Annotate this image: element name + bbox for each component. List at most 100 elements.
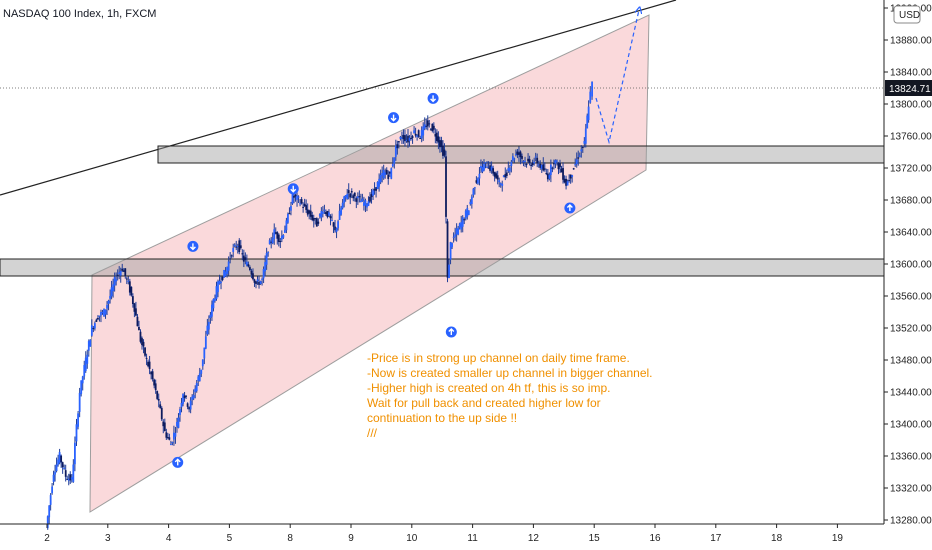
arrow-down-icon <box>388 112 400 124</box>
candle-body <box>280 235 283 240</box>
candle-body <box>186 403 189 407</box>
candle-body <box>521 156 523 159</box>
candle-body <box>317 221 320 224</box>
candle-body <box>279 241 282 243</box>
candle-body <box>185 395 187 397</box>
candle-body <box>224 271 227 277</box>
candle-body <box>372 190 374 196</box>
candle-body <box>352 195 355 199</box>
y-tick-label: 13520.00 <box>890 324 932 335</box>
candle-body <box>189 400 192 410</box>
candle-body <box>57 459 59 465</box>
candle-body <box>150 371 153 375</box>
candle-body <box>127 280 130 282</box>
candle-body <box>227 261 230 271</box>
candle-body <box>118 272 121 274</box>
price-axis[interactable]: 13920.0013880.0013840.0013800.0013760.00… <box>883 0 932 527</box>
candle-body <box>288 213 291 215</box>
candle-body <box>226 267 229 274</box>
candle-body <box>537 164 540 166</box>
projected-path <box>595 10 639 145</box>
candle-body <box>100 312 102 316</box>
candle-body <box>475 180 478 183</box>
candle-body <box>346 193 349 199</box>
current-price-value: 13824.71 <box>889 84 931 95</box>
candle-body <box>426 120 429 127</box>
candle-body <box>399 136 402 139</box>
candle-body <box>396 144 399 149</box>
x-tick-label: 17 <box>710 533 722 544</box>
candle-body <box>293 195 295 198</box>
candle-body <box>463 219 466 221</box>
candle-body <box>320 211 323 218</box>
candle-body <box>487 167 490 169</box>
candle-body <box>338 210 341 220</box>
candle-body <box>435 132 438 141</box>
y-tick-label: 13440.00 <box>890 388 932 399</box>
x-tick-label: 19 <box>832 533 844 544</box>
candle-body <box>502 175 505 178</box>
candle-body <box>236 246 239 248</box>
candle-body <box>515 153 517 155</box>
candle-body <box>253 279 256 283</box>
candle-body <box>478 173 481 179</box>
candle-body <box>230 255 233 257</box>
time-axis[interactable]: 2 3 4 5 8 9 10 11 12 15 16 17 18 19 <box>0 523 884 544</box>
candle-body <box>473 187 476 189</box>
candle-body <box>407 135 409 143</box>
candle-body <box>238 240 241 252</box>
candle-body <box>265 253 268 265</box>
candle-body <box>363 202 365 206</box>
candle-body <box>74 442 76 465</box>
x-tick-label: 18 <box>771 533 783 544</box>
candle-body <box>270 241 273 243</box>
x-tick-label: 8 <box>287 533 293 544</box>
candle-body <box>90 325 93 336</box>
candle-body <box>428 123 431 125</box>
candle-body <box>302 206 305 208</box>
candle-body <box>311 215 314 220</box>
candle-body <box>375 187 377 191</box>
candle-body <box>382 170 385 179</box>
y-tick-label: 13640.00 <box>890 228 932 239</box>
candle-body <box>125 278 128 280</box>
candle-body <box>401 137 403 139</box>
candle-body <box>174 432 177 437</box>
candle-body <box>89 339 92 347</box>
candle-body <box>69 474 72 481</box>
candle-body <box>285 220 288 231</box>
candle-body <box>331 220 333 222</box>
candle-body <box>469 201 472 205</box>
candle-body <box>147 361 149 367</box>
candle-body <box>241 253 244 255</box>
candle-body <box>516 151 519 155</box>
candle-body <box>589 91 592 103</box>
y-tick-label: 13480.00 <box>890 356 932 367</box>
candle-body <box>410 137 412 139</box>
candle-body <box>388 171 391 174</box>
candle-body <box>183 395 186 398</box>
candle-body <box>439 140 441 148</box>
x-tick-label: 12 <box>528 533 540 544</box>
candle-body <box>312 218 315 221</box>
candle-body <box>540 164 543 169</box>
candle-body <box>355 198 358 202</box>
candle-body <box>48 505 51 518</box>
candle-body <box>442 145 444 156</box>
annotation-line-1: -Price is in strong up channel on daily … <box>367 351 630 365</box>
candle-body <box>404 135 406 142</box>
candle-body <box>524 160 526 162</box>
candle-body <box>323 209 326 211</box>
candle-body <box>546 173 549 180</box>
currency-badge[interactable]: USD <box>893 5 921 24</box>
candle-body <box>587 106 590 121</box>
candle-body <box>112 284 115 292</box>
candle-body <box>420 130 423 139</box>
candle-body <box>86 354 89 364</box>
candle-body <box>361 198 364 202</box>
candle-body <box>259 281 262 285</box>
candle-body <box>296 195 298 200</box>
candle-body <box>81 376 84 384</box>
candle-body <box>119 271 122 276</box>
